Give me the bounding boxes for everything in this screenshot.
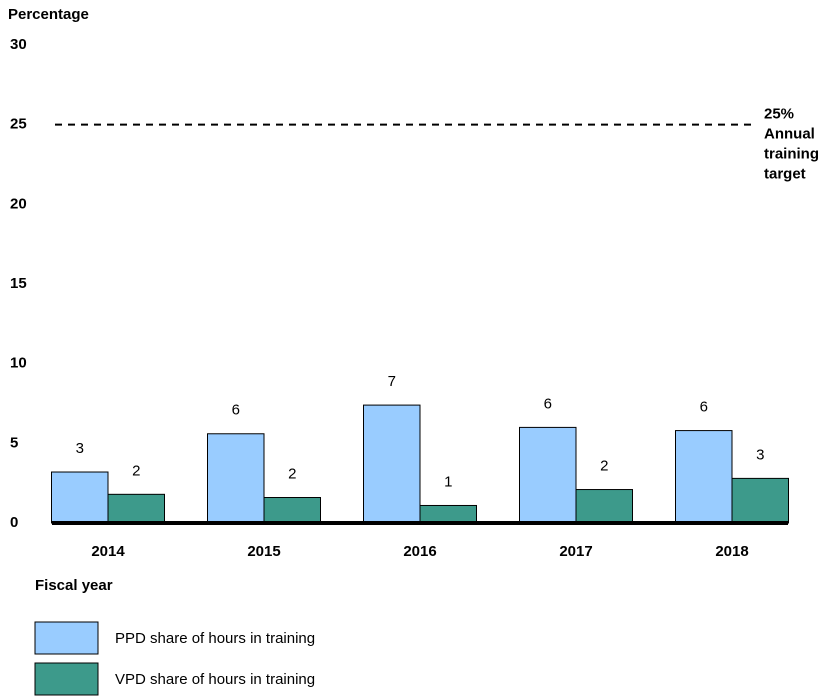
x-tick-label: 2014: [91, 543, 125, 560]
legend-label: VPD share of hours in training: [115, 671, 315, 688]
value-label: 2: [288, 465, 296, 482]
bar: [263, 497, 321, 524]
target-label: Annual: [764, 126, 815, 143]
value-label: 2: [600, 458, 608, 475]
bar: [363, 404, 421, 524]
bar: [675, 430, 733, 524]
x-tick-label: 2016: [403, 543, 436, 560]
y-tick-label: 20: [10, 195, 27, 212]
y-axis-label: Percentage: [8, 6, 89, 23]
value-label: 6: [232, 402, 240, 419]
target-label: training: [764, 146, 819, 163]
bar: [731, 477, 789, 524]
y-tick-label: 10: [10, 355, 27, 372]
value-label: 2: [132, 462, 140, 479]
y-tick-label: 5: [10, 434, 18, 451]
x-tick-label: 2017: [559, 543, 592, 560]
x-axis-label: Fiscal year: [35, 577, 113, 594]
y-tick-label: 30: [10, 36, 27, 53]
x-tick-label: 2015: [247, 543, 280, 560]
y-tick-label: 15: [10, 275, 27, 292]
value-label: 6: [544, 395, 552, 412]
y-tick-label: 25: [10, 116, 27, 133]
y-tick-label: 0: [10, 514, 18, 531]
bar: [419, 504, 477, 524]
target-label: target: [764, 166, 806, 183]
value-label: 3: [76, 440, 84, 457]
legend-label: PPD share of hours in training: [115, 630, 315, 647]
value-label: 3: [756, 446, 764, 463]
bar: [519, 426, 577, 524]
target-label: 25%: [764, 106, 794, 123]
x-tick-label: 2018: [715, 543, 748, 560]
bar: [107, 493, 165, 524]
value-label: 7: [388, 373, 396, 390]
bar: [207, 433, 265, 524]
legend-swatch: [34, 662, 99, 696]
bar: [575, 489, 633, 524]
legend-swatch: [34, 621, 99, 655]
value-label: 1: [444, 473, 452, 490]
bar: [51, 471, 109, 524]
value-label: 6: [700, 399, 708, 416]
